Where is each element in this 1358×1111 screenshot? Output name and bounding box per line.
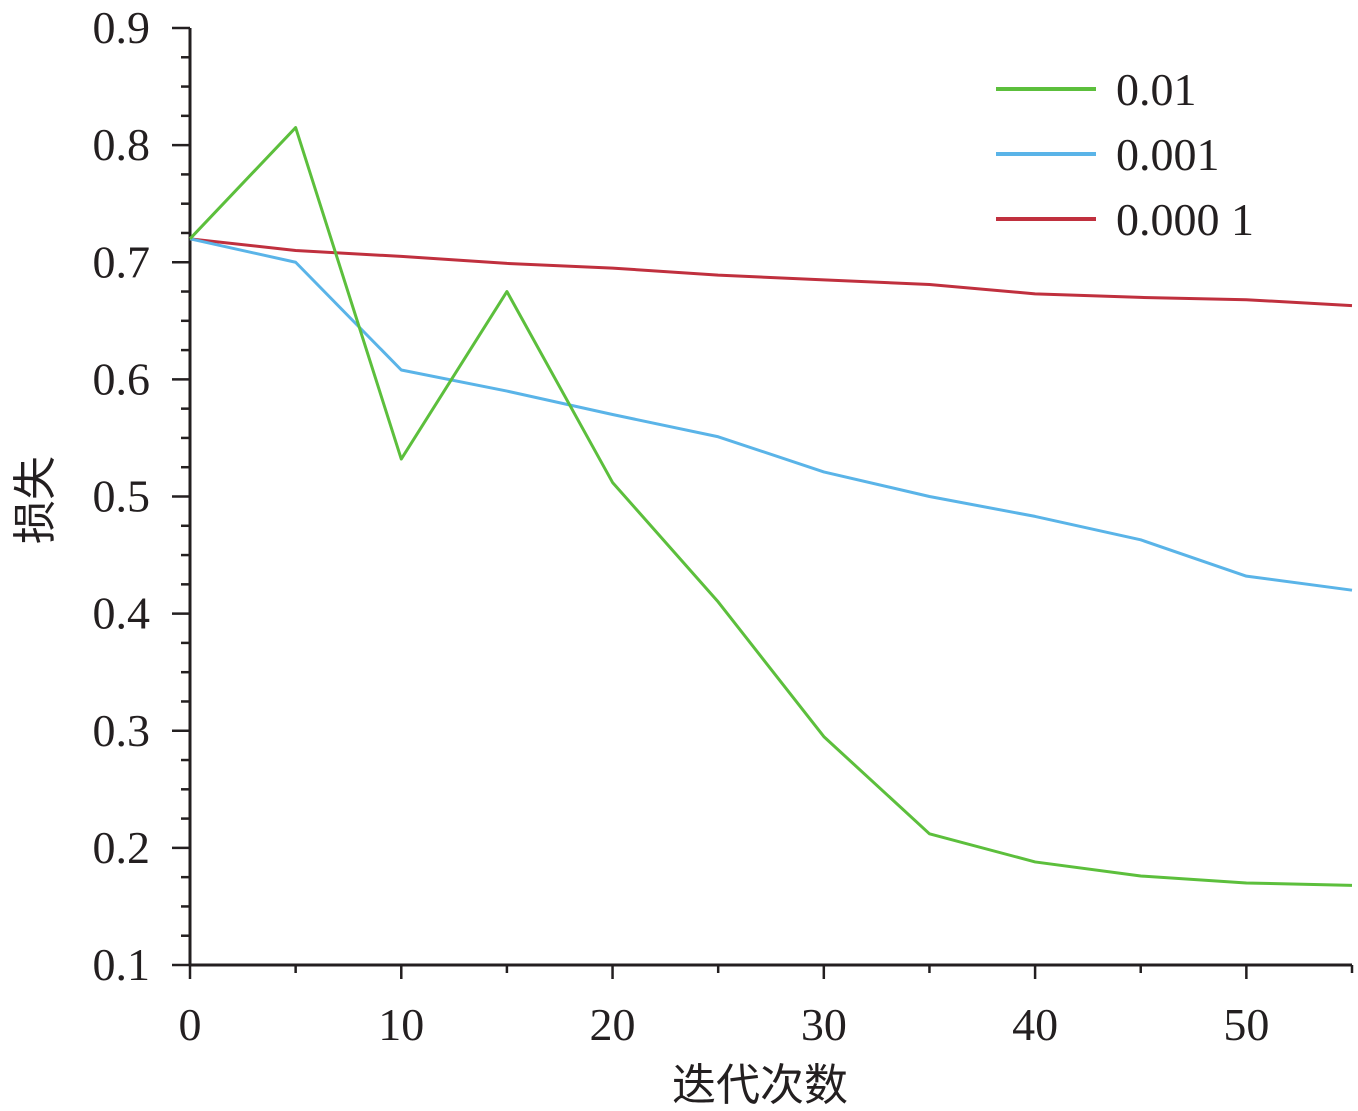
x-tick-label: 10 (378, 999, 424, 1050)
y-tick-label: 0.1 (93, 939, 151, 990)
x-tick-label: 50 (1223, 999, 1269, 1050)
legend-label: 0.01 (1116, 64, 1197, 115)
x-tick-label: 20 (590, 999, 636, 1050)
y-tick-label: 0.6 (93, 353, 151, 404)
x-tick-label: 30 (801, 999, 847, 1050)
y-tick-label: 0.9 (93, 2, 151, 53)
y-tick-label: 0.8 (93, 119, 151, 170)
axes: 0.1 0.2 0.3 0.4 0.5 0.6 0.7 0.8 0.9 0 10 20 30 40 50 (93, 2, 1354, 1050)
x-tick-label: 40 (1012, 999, 1058, 1050)
y-tick-label: 0.2 (93, 822, 151, 873)
y-axis-title: 损失 (10, 456, 61, 544)
y-tick-label: 0.4 (93, 588, 151, 639)
legend-label: 0.000 1 (1116, 194, 1254, 245)
x-tick-label: 0 (179, 999, 202, 1050)
x-axis-title: 迭代次数 (672, 1060, 848, 1111)
series-line-0.01 (188, 126, 1353, 887)
y-tick-label: 0.5 (93, 471, 151, 522)
legend: 0.01 0.001 0.000 1 (996, 64, 1254, 245)
series-line-0.0001 (189, 237, 1353, 308)
series-line-0.001 (189, 237, 1353, 592)
y-tick-label: 0.3 (93, 705, 151, 756)
y-tick-label: 0.7 (93, 236, 151, 287)
series-group (188, 126, 1353, 887)
legend-label: 0.001 (1116, 129, 1220, 180)
